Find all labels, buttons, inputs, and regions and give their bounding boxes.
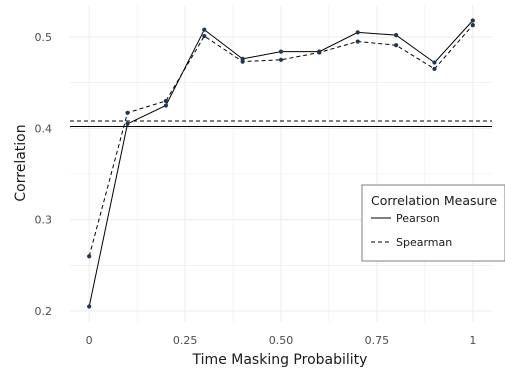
data-point-spearman: [163, 98, 169, 104]
x-tick-label: 1: [469, 334, 476, 347]
legend: Correlation Measure Pearson Spearman: [361, 184, 505, 262]
data-point-spearman: [202, 33, 207, 39]
legend-box: [361, 184, 505, 262]
series-line-spearman: [88, 24, 474, 257]
legend-label-spearman: Spearman: [396, 236, 452, 249]
data-point-pearson: [87, 304, 92, 309]
y-tick-label: 0.2: [35, 305, 53, 318]
x-tick-label: 0.50: [269, 334, 294, 347]
y-tick-label: 0.4: [35, 122, 53, 135]
data-point-pearson: [470, 18, 475, 23]
data-point-spearman: [240, 59, 245, 64]
data-point-spearman: [470, 22, 475, 28]
series-points: [87, 18, 475, 309]
y-axis-ticks: 0.2 0.3 0.4 0.5: [35, 31, 53, 318]
baselines: [70, 120, 492, 128]
y-axis-label: Correlation: [13, 124, 29, 201]
x-axis-ticks: 0 0.25 0.50 0.75 1: [86, 334, 477, 347]
data-point-spearman: [432, 66, 437, 72]
y-tick-label: 0.3: [35, 214, 53, 227]
data-point-spearman: [278, 57, 284, 62]
data-point-spearman: [393, 43, 399, 48]
data-point-pearson: [278, 49, 284, 54]
data-point-spearman: [87, 254, 92, 259]
y-tick-label: 0.5: [35, 31, 53, 44]
data-point-pearson: [432, 60, 437, 65]
data-point-pearson: [355, 30, 360, 35]
data-point-pearson: [202, 27, 207, 32]
x-tick-label: 0.25: [173, 334, 198, 347]
data-point-pearson: [125, 121, 130, 126]
data-point-pearson: [163, 103, 169, 108]
data-point-spearman: [355, 39, 360, 44]
data-point-spearman: [125, 110, 130, 115]
data-point-pearson: [393, 33, 399, 38]
data-point-spearman: [317, 50, 322, 55]
x-tick-label: 0: [86, 334, 93, 347]
x-tick-label: 0.75: [365, 334, 390, 347]
legend-label-pearson: Pearson: [396, 212, 440, 225]
x-axis-label: Time Masking Probability: [192, 352, 368, 368]
legend-title: Correlation Measure: [371, 193, 497, 208]
